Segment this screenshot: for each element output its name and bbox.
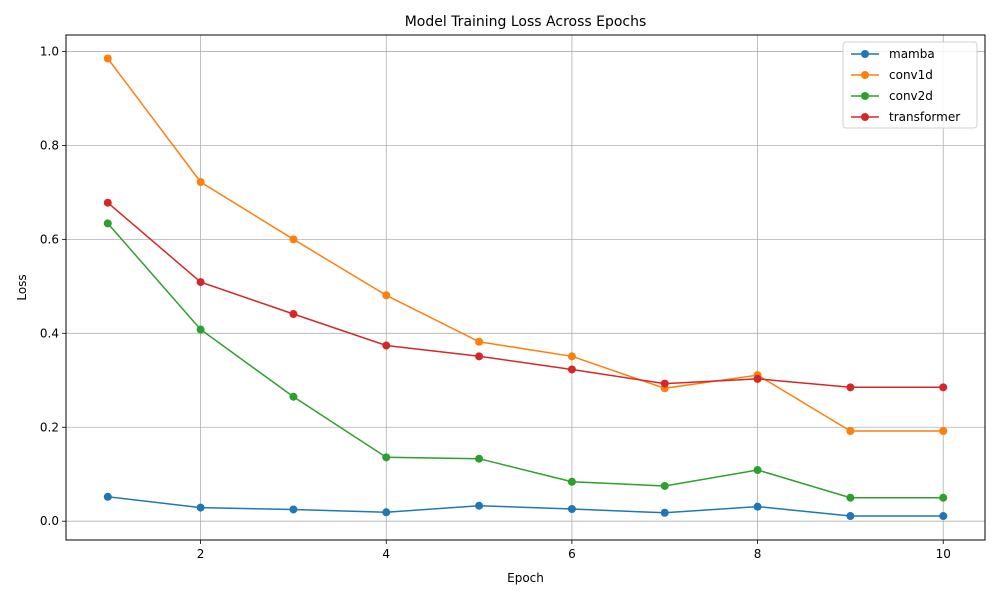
- legend-box: [842, 41, 978, 129]
- y-tick-label: 0.2: [40, 420, 59, 434]
- x-axis-title: Epoch: [507, 571, 544, 585]
- data-point: [939, 383, 948, 392]
- x-tick-label: 8: [754, 547, 762, 561]
- data-point: [103, 198, 112, 207]
- data-point: [846, 383, 855, 392]
- data-point: [475, 352, 484, 361]
- legend-item: transformer: [851, 110, 960, 124]
- legend-label: transformer: [889, 110, 960, 124]
- series-mamba: [103, 492, 948, 521]
- data-point: [103, 492, 112, 501]
- legend-label: mamba: [889, 47, 935, 61]
- data-point: [289, 505, 298, 514]
- plot-frame: [65, 34, 986, 541]
- data-point: [196, 325, 205, 334]
- data-point: [382, 341, 391, 350]
- legend-label: conv1d: [889, 68, 933, 82]
- grid-lines: [66, 35, 985, 540]
- series-line: [107, 58, 944, 432]
- data-point: [753, 466, 762, 475]
- data-point: [660, 379, 669, 388]
- y-axis: 0.0 0.2 0.4 0.6 0.8 1.0: [40, 44, 66, 528]
- data-point: [660, 481, 669, 490]
- data-point: [939, 427, 948, 436]
- data-point: [289, 392, 298, 401]
- legend-item: conv1d: [851, 68, 933, 82]
- x-tick-label: 2: [197, 547, 205, 561]
- x-tick-label: 6: [568, 547, 576, 561]
- y-tick-label: 0.4: [40, 326, 59, 340]
- series-conv2d: [103, 219, 948, 502]
- legend-item: conv2d: [851, 89, 933, 103]
- legend-label: conv2d: [889, 89, 933, 103]
- x-tick-label: 4: [382, 547, 390, 561]
- data-point: [382, 508, 391, 517]
- legend-swatch-marker: [861, 71, 869, 79]
- chart-title: Model Training Loss Across Epochs: [405, 14, 647, 30]
- data-point: [289, 235, 298, 244]
- data-point: [753, 374, 762, 383]
- data-point: [103, 54, 112, 63]
- data-point: [567, 352, 576, 361]
- data-point: [103, 219, 112, 228]
- series-conv1d: [103, 54, 948, 436]
- data-point: [289, 310, 298, 319]
- data-point: [939, 493, 948, 502]
- data-point: [753, 502, 762, 511]
- legend-swatch-marker: [861, 50, 869, 58]
- data-point: [475, 501, 484, 510]
- data-point: [846, 512, 855, 521]
- data-point: [567, 365, 576, 374]
- series-transformer: [103, 198, 948, 392]
- data-point: [475, 337, 484, 346]
- series-layer: [103, 54, 948, 521]
- y-axis-title: Loss: [15, 274, 29, 300]
- data-point: [939, 512, 948, 521]
- data-point: [196, 178, 205, 187]
- y-tick-label: 0.8: [40, 138, 59, 152]
- data-point: [660, 508, 669, 517]
- y-tick-label: 0.6: [40, 232, 59, 246]
- data-point: [475, 454, 484, 463]
- data-point: [196, 278, 205, 287]
- data-point: [567, 504, 576, 513]
- data-point: [196, 503, 205, 512]
- data-point: [382, 291, 391, 300]
- series-line: [107, 222, 944, 499]
- data-point: [846, 493, 855, 502]
- series-line: [107, 496, 944, 517]
- legend-item: mamba: [851, 47, 935, 61]
- legend-swatch-marker: [861, 92, 869, 100]
- series-line: [107, 202, 944, 389]
- data-point: [382, 453, 391, 462]
- y-tick-label: 1.0: [40, 44, 59, 58]
- x-axis: 2 4 6 8 10: [197, 540, 951, 561]
- x-tick-label: 10: [936, 547, 951, 561]
- legend: mamba conv1d conv2d transformer: [842, 41, 978, 129]
- data-point: [846, 427, 855, 436]
- legend-swatch-marker: [861, 113, 869, 121]
- y-tick-label: 0.0: [40, 514, 59, 528]
- data-point: [567, 477, 576, 486]
